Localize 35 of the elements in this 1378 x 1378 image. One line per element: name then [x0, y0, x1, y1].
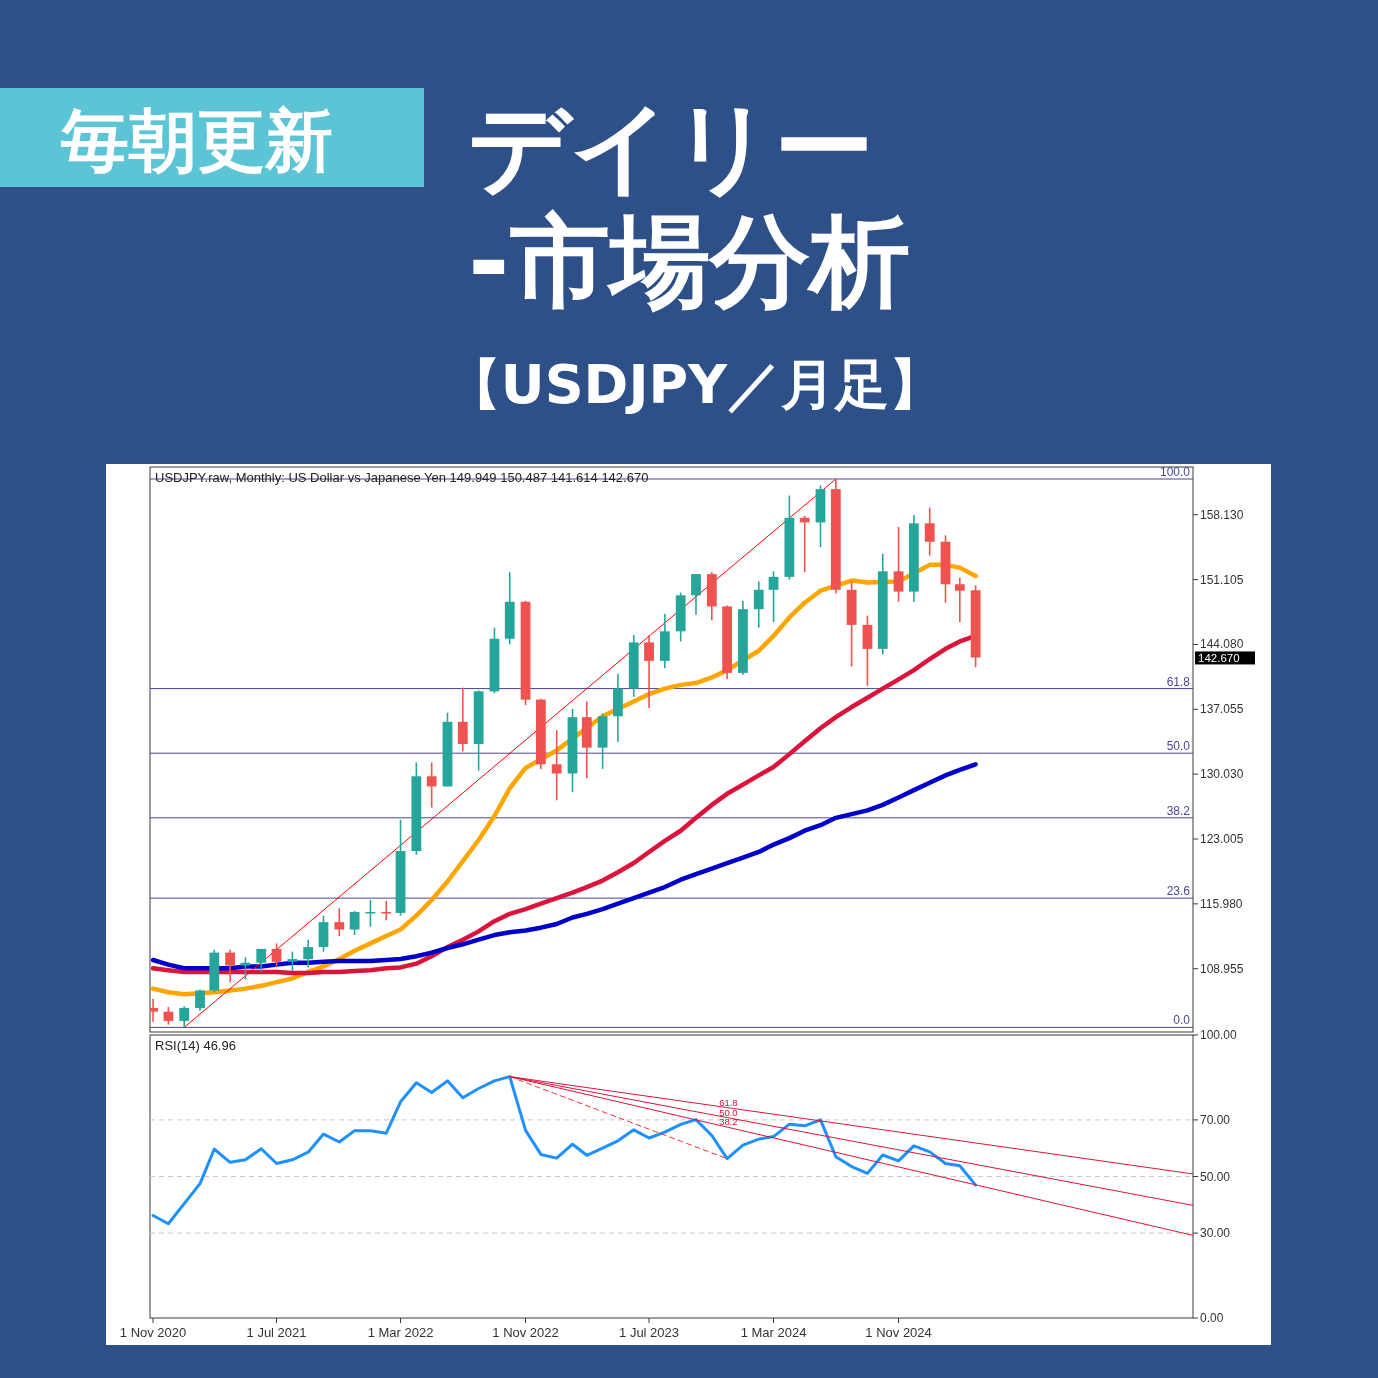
- y-tick-label: 115.980: [1200, 896, 1243, 911]
- x-tick-label: 1 Jul 2021: [246, 1325, 307, 1340]
- chart-title: RSI(14) 46.96: [155, 1038, 236, 1053]
- annotation: 61.8: [1166, 674, 1191, 689]
- y-tick-label: 123.005: [1200, 832, 1244, 846]
- y-tick-label: 151.105: [1200, 572, 1244, 587]
- annotation: 50.0: [1166, 739, 1191, 754]
- text: 142.670: [1198, 651, 1240, 664]
- y-tick-label: 158.130: [1200, 507, 1244, 522]
- annotation: 38.2: [1166, 803, 1191, 818]
- text: デイリー -市場分析: [468, 89, 910, 320]
- y-tick-label: 100.00: [1200, 1028, 1238, 1042]
- text: 毎朝更新: [60, 101, 333, 180]
- x-tick-label: 1 Nov 2024: [865, 1325, 932, 1340]
- y-tick-label: 0.00: [1200, 1311, 1224, 1325]
- annotation: 0.0: [1173, 1013, 1191, 1028]
- y-tick-label: 30.00: [1200, 1226, 1231, 1241]
- x-tick-label: 1 Jul 2023: [619, 1325, 680, 1340]
- y-tick-label: 50.00: [1200, 1169, 1231, 1184]
- y-tick-label: 70.00: [1200, 1112, 1231, 1127]
- series-label: 38.2: [719, 1116, 738, 1128]
- y-tick-label: 108.955: [1200, 961, 1244, 976]
- x-tick-label: 1 Nov 2020: [119, 1325, 187, 1340]
- x-tick-label: 1 Nov 2022: [492, 1325, 559, 1340]
- y-tick-label: 144.080: [1200, 637, 1244, 652]
- annotation: 100.0: [1159, 465, 1191, 479]
- annotation: 23.6: [1166, 884, 1191, 899]
- x-tick-label: 1 Mar 2024: [740, 1325, 807, 1340]
- y-tick-label: 130.030: [1200, 767, 1244, 782]
- series-label: 61.8: [719, 1096, 738, 1108]
- x-tick-label: 1 Mar 2022: [367, 1325, 434, 1340]
- series-label: 50.0: [719, 1106, 738, 1118]
- text: 【USDJPY／月足】: [446, 353, 944, 416]
- y-tick-label: 137.055: [1200, 702, 1244, 717]
- chart-title: USDJPY.raw, Monthly: US Dollar vs Japanese Yen 149.949 150.487 141.614 142.670: [155, 470, 649, 485]
